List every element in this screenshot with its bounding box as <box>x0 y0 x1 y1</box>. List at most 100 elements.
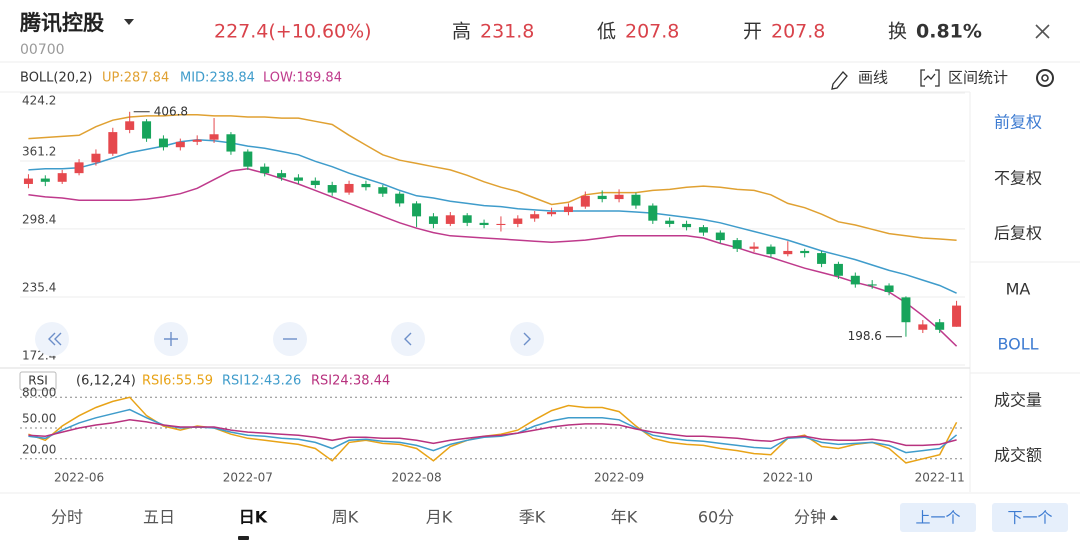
nav-first[interactable] <box>35 322 69 356</box>
candle-body <box>428 216 438 224</box>
candle-body <box>344 183 354 193</box>
range-stats[interactable]: 区间统计 <box>948 69 1008 87</box>
candle-body <box>783 250 793 255</box>
candle-body <box>833 263 843 276</box>
nav-zoom-out[interactable] <box>273 322 307 356</box>
sidebar-item[interactable]: 后复权 <box>994 224 1042 243</box>
tab-dropdown-icon[interactable] <box>830 515 838 520</box>
tab-indicator <box>238 536 249 540</box>
candle-body <box>479 222 489 226</box>
legend-entry: RSI12:43.26 <box>222 374 301 389</box>
tab[interactable]: 日K <box>239 508 268 527</box>
close-icon[interactable] <box>1035 24 1050 39</box>
candle-body <box>277 173 287 178</box>
tab[interactable]: 年K <box>611 508 638 527</box>
x-tick-label: 2022-09 <box>594 471 644 485</box>
candle-body <box>40 178 50 182</box>
tab[interactable]: 分钟 <box>794 508 826 527</box>
candle-body <box>192 139 202 142</box>
sidebar-item[interactable]: 成交量 <box>994 391 1042 410</box>
range-icon[interactable] <box>920 69 940 87</box>
candle-body <box>749 246 759 249</box>
sidebar-item[interactable]: BOLL <box>997 335 1038 354</box>
series-line <box>28 396 958 464</box>
candle-body <box>901 297 911 323</box>
candle-body <box>614 194 624 200</box>
next-button[interactable] <box>992 503 1068 532</box>
stat-value: 207.8 <box>625 21 679 43</box>
indicator-label: BOLL(20,2) <box>20 71 93 86</box>
x-tick-label: 2022-06 <box>54 471 104 485</box>
tab[interactable]: 周K <box>332 508 359 527</box>
x-tick-label: 2022-07 <box>223 471 273 485</box>
legend-entry: RSI6:55.59 <box>142 374 213 389</box>
nav-prev[interactable] <box>391 322 425 356</box>
candle-body <box>23 178 33 184</box>
tab[interactable]: 季K <box>519 508 546 527</box>
series-line <box>28 168 958 347</box>
sidebar-item[interactable]: 成交额 <box>994 446 1042 465</box>
candle-body <box>395 193 405 204</box>
candle-body <box>884 285 894 292</box>
tab[interactable]: 分时 <box>51 508 83 527</box>
candle-body <box>462 215 472 223</box>
nav-next[interactable] <box>510 322 544 356</box>
candle-body <box>935 322 945 330</box>
candle-body <box>563 206 573 213</box>
x-tick-label: 2022-11 <box>915 471 965 485</box>
candle-body <box>496 223 506 226</box>
legend-entry: RSI24:38.44 <box>311 374 390 389</box>
dropdown-icon[interactable] <box>124 19 134 25</box>
legend-entry: UP:287.84 <box>102 71 169 86</box>
candle-body <box>91 153 101 163</box>
extreme-label: 198.6 <box>848 329 882 343</box>
draw-tool[interactable]: 画线 <box>858 69 888 87</box>
candle-body <box>665 220 675 224</box>
stat-label: 换 <box>888 21 907 43</box>
y-tick-label: 80.00 <box>22 386 56 400</box>
stat-label: 高 <box>452 21 471 43</box>
candle-body <box>580 195 590 207</box>
settings-icon[interactable] <box>1036 69 1054 87</box>
candle-body <box>547 212 557 215</box>
candle-body <box>513 218 523 224</box>
sidebar-item[interactable]: MA <box>1006 280 1031 299</box>
candle-body <box>715 232 725 241</box>
candle-body <box>445 215 455 224</box>
prev-button[interactable] <box>900 503 976 532</box>
y-tick-label: 50.00 <box>22 412 56 426</box>
sidebar-item[interactable]: 前复权 <box>994 113 1042 132</box>
tab[interactable]: 月K <box>426 508 453 527</box>
candle-body <box>682 223 692 228</box>
prev-label[interactable]: 上一个 <box>915 509 960 527</box>
next-label[interactable]: 下一个 <box>1007 509 1052 527</box>
stock-code: 00700 <box>20 42 65 58</box>
pencil-icon[interactable] <box>831 71 848 90</box>
stat-label: 低 <box>597 21 616 43</box>
stat-value: 231.8 <box>480 21 534 43</box>
candle-body <box>361 183 371 188</box>
candle-body <box>175 141 185 148</box>
y-tick-label: 235.4 <box>22 280 56 294</box>
rsi-badge[interactable] <box>19 371 57 391</box>
y-tick-label: 424.2 <box>22 94 56 108</box>
stock-name: 腾讯控股 <box>20 11 104 35</box>
panel-params: (6,12,24) <box>76 374 136 389</box>
tab[interactable]: 60分 <box>698 508 734 527</box>
candle-body <box>631 194 641 206</box>
candle-body <box>732 240 742 249</box>
tab[interactable]: 五日 <box>143 508 175 527</box>
series-line <box>28 138 957 294</box>
candle-body <box>327 185 337 193</box>
sidebar-item[interactable]: 不复权 <box>994 169 1042 188</box>
stat-value: 207.8 <box>771 21 825 43</box>
candle-body <box>817 253 827 264</box>
candle-body <box>226 134 236 152</box>
nav-zoom-in[interactable] <box>154 322 188 356</box>
x-tick-label: 2022-10 <box>763 471 813 485</box>
candle-body <box>698 227 708 233</box>
candle-body <box>209 134 219 140</box>
chart-nav <box>35 322 544 356</box>
candle-body <box>918 324 928 330</box>
